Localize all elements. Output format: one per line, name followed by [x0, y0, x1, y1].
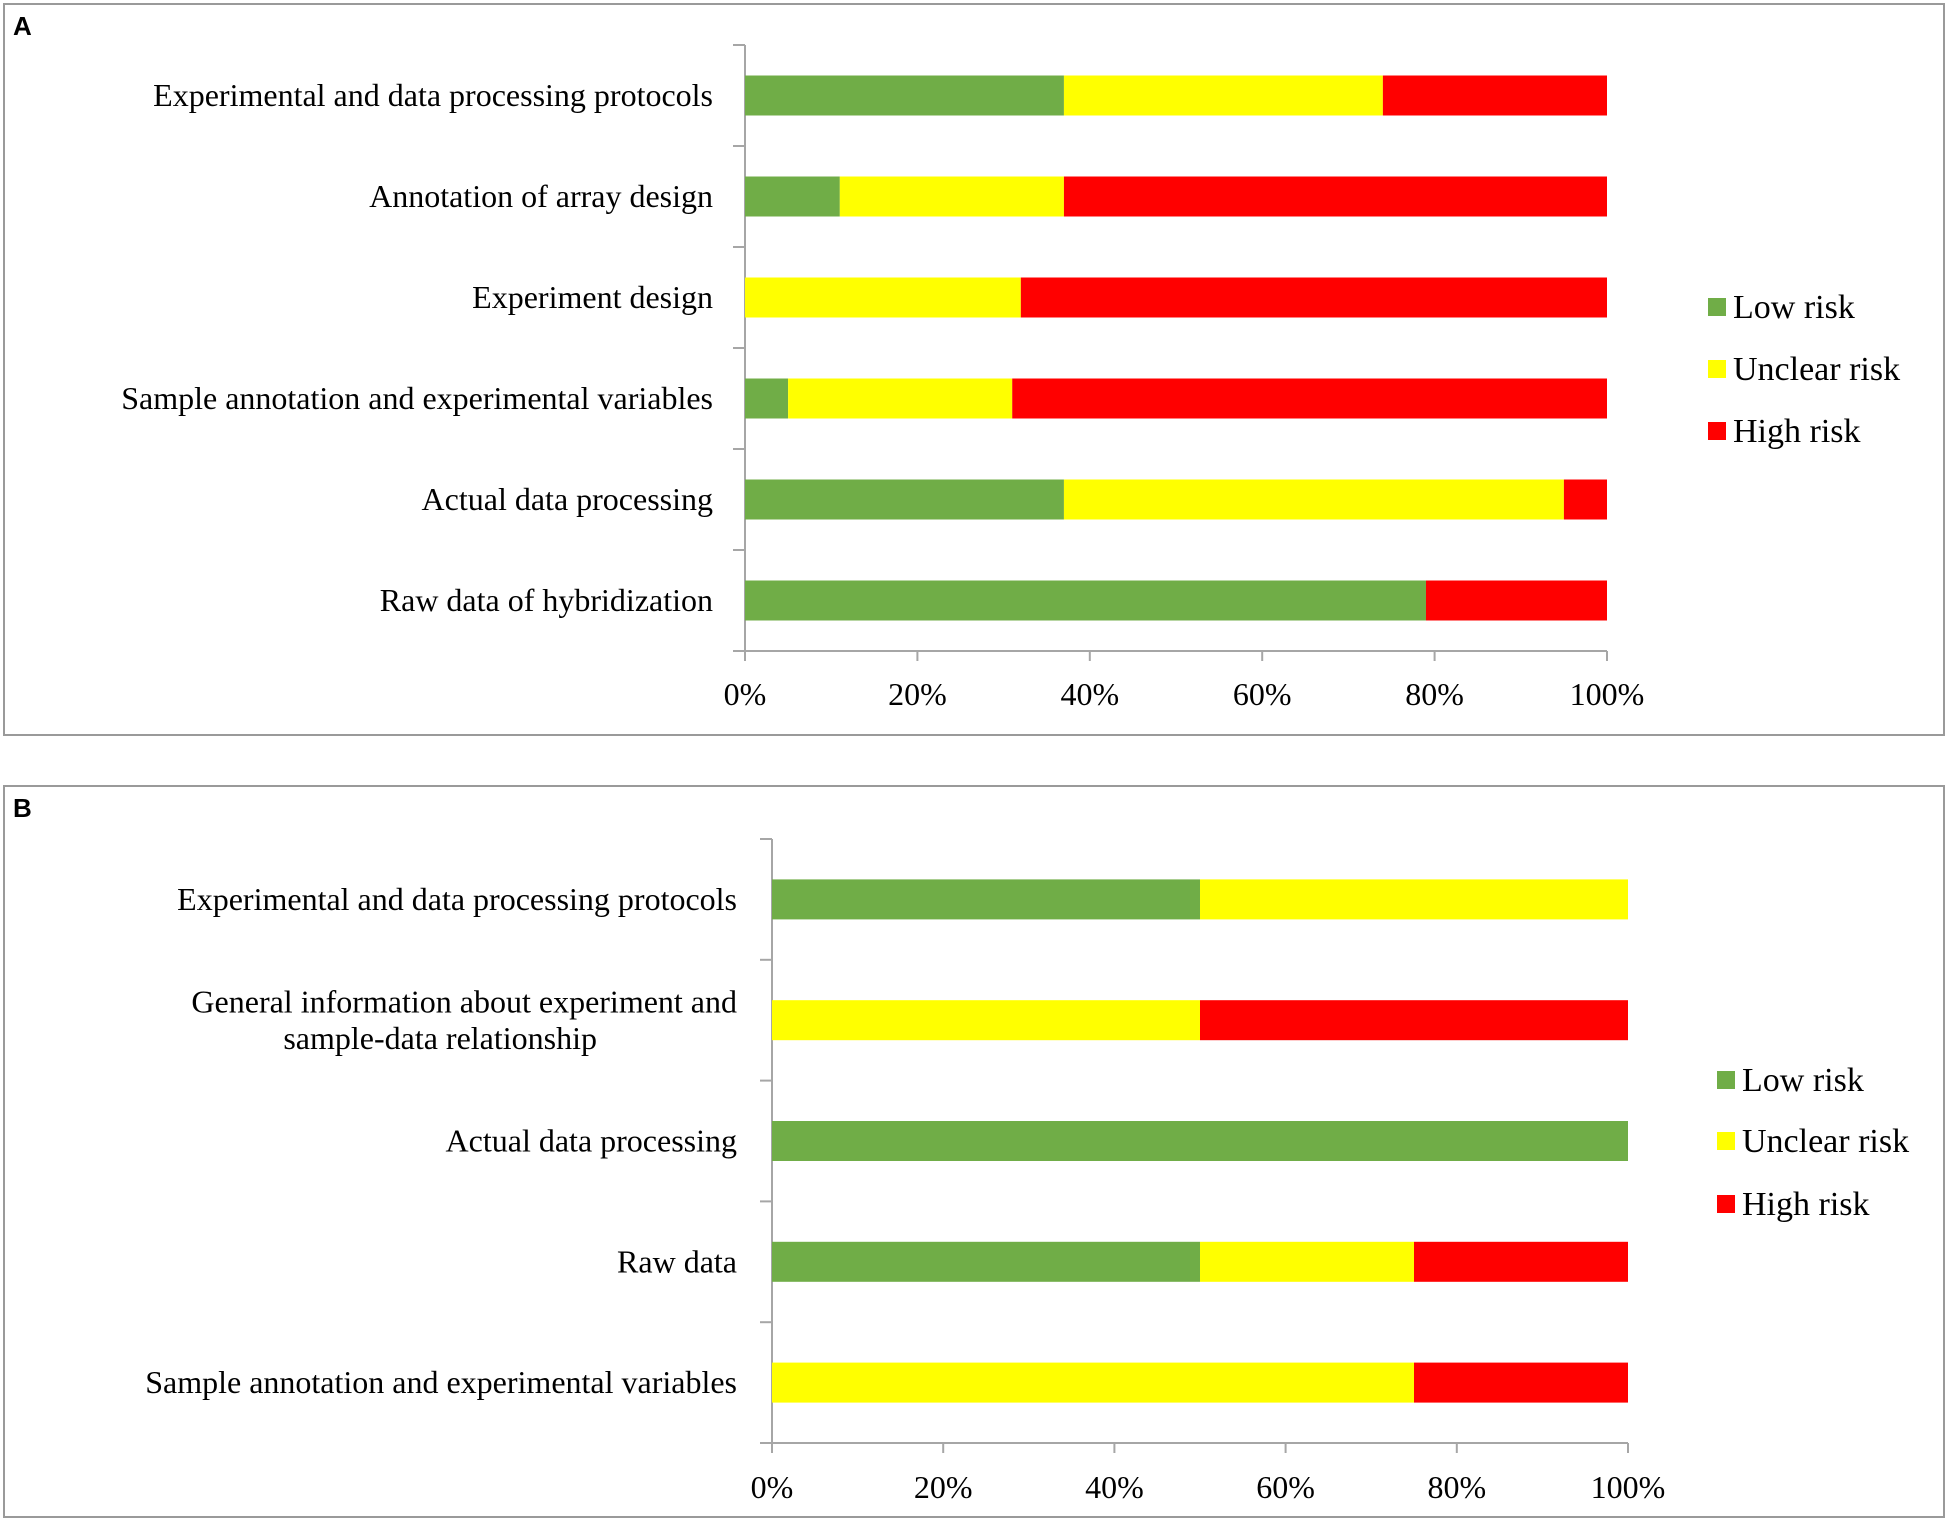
legend-swatch	[1717, 1132, 1735, 1150]
x-tick-label: 60%	[1233, 676, 1292, 712]
category-label: Sample annotation and experimental varia…	[121, 380, 713, 416]
x-tick-label: 20%	[888, 676, 947, 712]
bar-segment	[1063, 75, 1383, 116]
legend-label: Low risk	[1742, 1062, 1864, 1099]
x-tick-label: 100%	[1591, 1469, 1666, 1505]
category-label: Experimental and data processing protoco…	[177, 881, 737, 917]
x-tick-label: 80%	[1405, 676, 1464, 712]
x-tick-label: 20%	[914, 1469, 973, 1505]
category-label: Actual data processing	[446, 1123, 737, 1159]
category-label: Raw data of hybridization	[380, 582, 713, 618]
bar-segment	[1063, 479, 1564, 520]
bar-segment	[745, 580, 1426, 621]
bar-segment	[1414, 1241, 1628, 1282]
legend-label: High risk	[1733, 413, 1861, 450]
bar-segment	[1012, 378, 1607, 419]
panel-a: A 0% 20% 40% 60% 80% 100% Experimental and dat…	[3, 3, 1945, 736]
bar-segment	[745, 378, 789, 419]
bar-segment	[772, 1121, 1628, 1161]
bar-segment	[745, 277, 1021, 318]
legend-label: Low risk	[1733, 289, 1855, 326]
bar-segment	[1020, 277, 1607, 318]
category-label: Actual data processing	[422, 481, 713, 517]
bar-segment	[1425, 580, 1607, 621]
category-label: Experiment design	[472, 279, 713, 315]
bar-segment	[745, 479, 1064, 520]
bar-segment	[1563, 479, 1607, 520]
bar-segment	[772, 879, 1200, 920]
x-tick-label: 40%	[1060, 676, 1119, 712]
legend-label: High risk	[1742, 1186, 1870, 1223]
bar-segment	[772, 1362, 1414, 1403]
x-tick-label: 100%	[1570, 676, 1645, 712]
legend-swatch	[1717, 1071, 1735, 1089]
x-tick-label: 40%	[1085, 1469, 1144, 1505]
x-tick-label: 60%	[1256, 1469, 1315, 1505]
bar-segment	[1200, 879, 1628, 920]
bar-segment	[745, 75, 1064, 116]
bar-segment	[788, 378, 1013, 419]
bar-segment	[1382, 75, 1607, 116]
category-label: Sample annotation and experimental varia…	[145, 1364, 737, 1400]
legend-label: Unclear risk	[1733, 351, 1900, 388]
bar-segment	[1063, 176, 1607, 217]
bar-segment	[839, 176, 1064, 217]
chart-a: 0% 20% 40% 60% 80% 100% Experimental and data …	[121, 44, 1900, 712]
legend-swatch	[1717, 1195, 1735, 1213]
panel-label: B	[13, 793, 32, 823]
bar-segment	[772, 1241, 1200, 1282]
bar-segment	[745, 176, 840, 217]
category-label: General information about experiment and…	[191, 983, 737, 1056]
legend-label: Unclear risk	[1742, 1123, 1909, 1160]
bar-segment	[1200, 1000, 1628, 1041]
legend-swatch	[1708, 360, 1726, 378]
category-label: Annotation of array design	[369, 178, 713, 214]
bar-segment	[1414, 1362, 1628, 1403]
category-label: Raw data	[617, 1243, 737, 1279]
bar-segment	[772, 1000, 1200, 1041]
bar-segment	[1200, 1241, 1414, 1282]
legend-swatch	[1708, 422, 1726, 440]
category-label: Experimental and data processing protoco…	[153, 77, 713, 113]
x-tick-label: 80%	[1427, 1469, 1486, 1505]
chart-b: 0% 20% 40% 60% 80% 100% Experimental and data …	[145, 838, 1909, 1505]
legend-swatch	[1708, 298, 1726, 316]
panel-label: A	[13, 11, 32, 41]
panel-b: B 0% 20% 40% 60% 80% 100% Experimental and dat…	[3, 785, 1945, 1518]
x-tick-label: 0%	[724, 676, 767, 712]
x-tick-label: 0%	[751, 1469, 794, 1505]
